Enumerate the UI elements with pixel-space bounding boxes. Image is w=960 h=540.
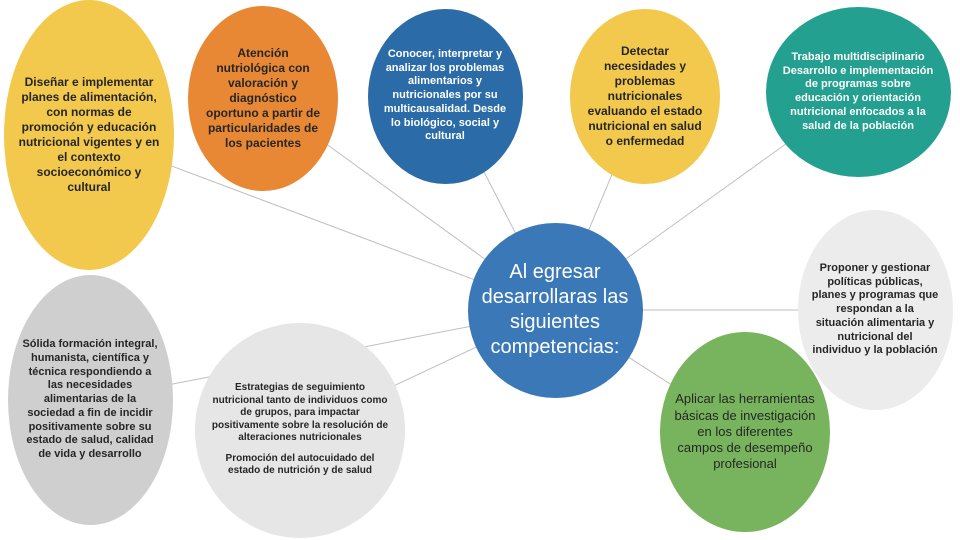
center-node-label: Al egresar desarrollaras las siguientes … bbox=[482, 260, 629, 360]
center-node: Al egresar desarrollaras las siguientes … bbox=[468, 223, 643, 398]
node-solida-label: Sólida formación integral, humanista, ci… bbox=[22, 338, 159, 462]
node-detectar-label: Detectar necesidades y problemas nutrici… bbox=[584, 44, 706, 149]
node-trabajo-label: Trabajo multidisciplinario Desarrollo e … bbox=[780, 51, 937, 134]
node-proponer: Proponer y gestionar políticas públicas,… bbox=[798, 210, 953, 410]
node-estrategias: Estrategias de seguimiento nutricional t… bbox=[195, 323, 405, 538]
node-proponer-label: Proponer y gestionar políticas públicas,… bbox=[812, 262, 939, 358]
node-trabajo: Trabajo multidisciplinario Desarrollo e … bbox=[766, 7, 951, 177]
node-aplicar: Aplicar las herramientas básicas de inve… bbox=[660, 332, 830, 532]
node-atencion-label: Atención nutriológica con valoración y d… bbox=[202, 46, 324, 151]
node-disenar-label: Diseñar e implementar planes de alimenta… bbox=[18, 75, 160, 195]
node-estrategias-label: Estrategias de seguimiento nutricional t… bbox=[209, 382, 391, 478]
node-atencion: Atención nutriológica con valoración y d… bbox=[188, 6, 338, 191]
node-conocer: Conocer, interpretar y analizar los prob… bbox=[368, 9, 523, 184]
node-disenar: Diseñar e implementar planes de alimenta… bbox=[4, 0, 174, 270]
node-aplicar-label: Aplicar las herramientas básicas de inve… bbox=[674, 391, 816, 472]
node-solida: Sólida formación integral, humanista, ci… bbox=[8, 275, 173, 525]
node-detectar: Detectar necesidades y problemas nutrici… bbox=[570, 9, 720, 184]
node-conocer-label: Conocer, interpretar y analizar los prob… bbox=[382, 48, 509, 144]
